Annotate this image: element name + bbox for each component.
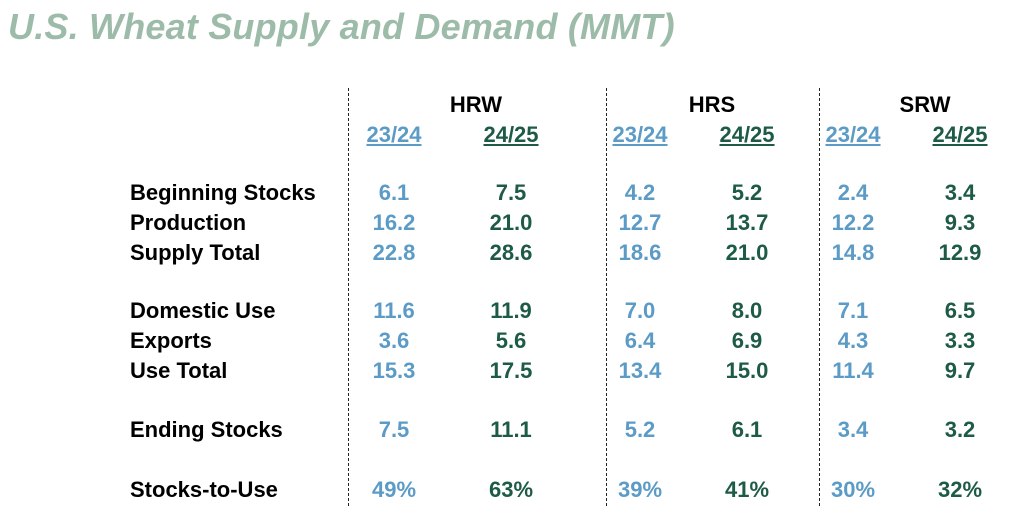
row-label: Production bbox=[130, 210, 247, 235]
row-label: Supply Total bbox=[130, 240, 261, 265]
table-cell: 9.7 bbox=[944, 358, 976, 383]
table-cell: 13.7 bbox=[725, 210, 769, 235]
table-cell: 15.0 bbox=[725, 358, 769, 383]
group-header-srw: SRW bbox=[899, 92, 951, 117]
table-cell: 6.1 bbox=[731, 417, 763, 442]
table-cell: 7.1 bbox=[837, 298, 869, 323]
table-cell: 3.2 bbox=[944, 417, 976, 442]
year-header-srw-2324: 23/24 bbox=[825, 122, 881, 147]
row-label: Exports bbox=[130, 328, 212, 353]
row-label: Stocks-to-Use bbox=[130, 477, 278, 502]
table-cell: 14.8 bbox=[831, 240, 875, 265]
year-header-hrw-2324: 23/24 bbox=[366, 122, 422, 147]
year-header-hrw-2425: 24/25 bbox=[483, 122, 539, 147]
table-cell: 11.6 bbox=[373, 298, 415, 323]
table-cell: 3.3 bbox=[944, 328, 976, 353]
table-cell: 2.4 bbox=[837, 180, 869, 205]
table-cell: 8.0 bbox=[731, 298, 763, 323]
column-divider-hrs bbox=[606, 88, 607, 506]
table-cell: 13.4 bbox=[618, 358, 662, 383]
row-label: Ending Stocks bbox=[130, 417, 283, 442]
group-header-hrs: HRS bbox=[688, 92, 736, 117]
table-cell: 15.3 bbox=[372, 358, 416, 383]
table-cell: 21.0 bbox=[725, 240, 769, 265]
year-header-srw-2425: 24/25 bbox=[932, 122, 988, 147]
table-cell: 3.4 bbox=[837, 417, 869, 442]
table-cell: 22.8 bbox=[372, 240, 416, 265]
group-header-hrw: HRW bbox=[449, 92, 503, 117]
column-divider-hrw bbox=[348, 88, 349, 506]
table-cell: 4.2 bbox=[624, 180, 656, 205]
table-cell: 7.5 bbox=[495, 180, 527, 205]
table-cell: 12.2 bbox=[831, 210, 875, 235]
table-cell: 12.9 bbox=[938, 240, 982, 265]
table-cell: 17.5 bbox=[489, 358, 533, 383]
table-cell: 11.1 bbox=[490, 417, 532, 442]
table-cell: 12.7 bbox=[618, 210, 662, 235]
row-label: Beginning Stocks bbox=[130, 180, 316, 205]
table-cell: 11.9 bbox=[490, 298, 532, 323]
year-header-hrs-2425: 24/25 bbox=[719, 122, 775, 147]
table-cell: 5.2 bbox=[624, 417, 656, 442]
table-cell: 6.1 bbox=[378, 180, 410, 205]
table-cell: 3.4 bbox=[944, 180, 976, 205]
table-cell: 39% bbox=[617, 477, 663, 502]
table-cell: 7.0 bbox=[624, 298, 656, 323]
table-cell: 28.6 bbox=[489, 240, 533, 265]
table-cell: 7.5 bbox=[378, 417, 410, 442]
page-title: U.S. Wheat Supply and Demand (MMT) bbox=[8, 6, 675, 47]
table-cell: 6.9 bbox=[731, 328, 763, 353]
table-cell: 9.3 bbox=[944, 210, 976, 235]
table-cell: 11.4 bbox=[832, 358, 874, 383]
table-cell: 63% bbox=[488, 477, 534, 502]
table-cell: 6.5 bbox=[944, 298, 976, 323]
table-cell: 4.3 bbox=[837, 328, 869, 353]
table-cell: 41% bbox=[724, 477, 770, 502]
table-cell: 16.2 bbox=[372, 210, 416, 235]
table-cell: 18.6 bbox=[618, 240, 662, 265]
year-header-hrs-2324: 23/24 bbox=[612, 122, 668, 147]
table-cell: 32% bbox=[937, 477, 983, 502]
table-cell: 6.4 bbox=[624, 328, 656, 353]
row-label: Domestic Use bbox=[130, 298, 276, 323]
table-cell: 49% bbox=[371, 477, 417, 502]
table-cell: 21.0 bbox=[489, 210, 533, 235]
column-divider-srw bbox=[819, 88, 820, 506]
table-cell: 5.6 bbox=[495, 328, 527, 353]
table-cell: 3.6 bbox=[378, 328, 410, 353]
table-cell: 5.2 bbox=[731, 180, 763, 205]
row-label: Use Total bbox=[130, 358, 228, 383]
table-cell: 30% bbox=[830, 477, 876, 502]
